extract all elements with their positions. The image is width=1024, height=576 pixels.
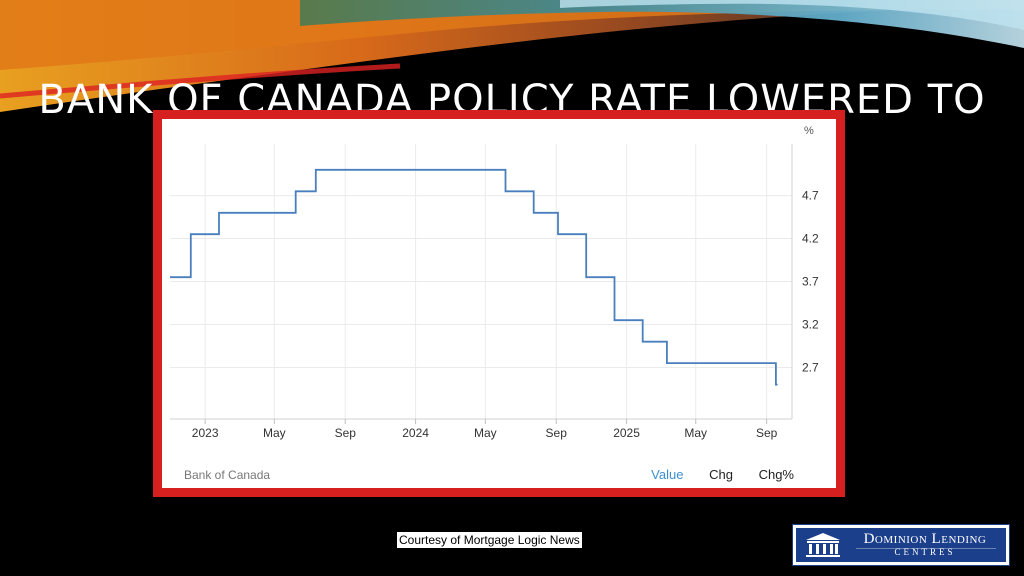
courtesy-caption: Courtesy of Mortgage Logic News [397, 532, 582, 548]
x-tick-label: May [263, 426, 286, 440]
chart-frame: 2023 May Sep 2024 May Sep 2025 May Sep 2.7 3.2 3.7 4… [153, 110, 845, 497]
chart-source-label: Bank of Canada [184, 468, 271, 482]
chart-panel: 2023 May Sep 2024 May Sep 2025 May Sep 2.7 3.2 3.7 4… [162, 119, 836, 488]
x-tick-label: 2023 [192, 426, 219, 440]
dominion-lending-logo: Dominion Lending CENTRES [792, 524, 1010, 566]
logo-background: Dominion Lending CENTRES [796, 528, 1006, 562]
x-tick-label: May [684, 426, 707, 440]
x-tick-label: May [474, 426, 497, 440]
y-tick-label: 4.2 [802, 232, 819, 246]
chart-tabs: Value Chg Chg% [629, 467, 794, 482]
y-tick-label: 2.7 [802, 360, 819, 374]
x-tick-label: Sep [756, 426, 778, 440]
header-swoosh-decoration [0, 0, 1024, 112]
x-tick-label: 2024 [402, 426, 429, 440]
x-tick-label: Sep [335, 426, 357, 440]
y-tick-label: 4.7 [802, 189, 819, 203]
x-tick-label: Sep [546, 426, 568, 440]
y-unit-label: % [804, 125, 814, 137]
logo-name: Dominion Lending [863, 531, 987, 547]
policy-rate-chart: 2023 May Sep 2024 May Sep 2025 May Sep 2.7 3.2 3.7 4… [170, 125, 819, 440]
tab-value[interactable]: Value [651, 467, 684, 482]
series-line [170, 168, 778, 386]
y-tick-label: 3.7 [802, 275, 819, 289]
tab-chg[interactable]: Chg [709, 467, 733, 482]
building-columns-icon [806, 533, 840, 557]
tab-chg-pct[interactable]: Chg% [758, 467, 794, 482]
logo-divider [856, 548, 996, 549]
y-tick-label: 3.2 [802, 317, 819, 331]
x-tick-label: 2025 [613, 426, 640, 440]
logo-subtitle: CENTRES [894, 547, 956, 557]
